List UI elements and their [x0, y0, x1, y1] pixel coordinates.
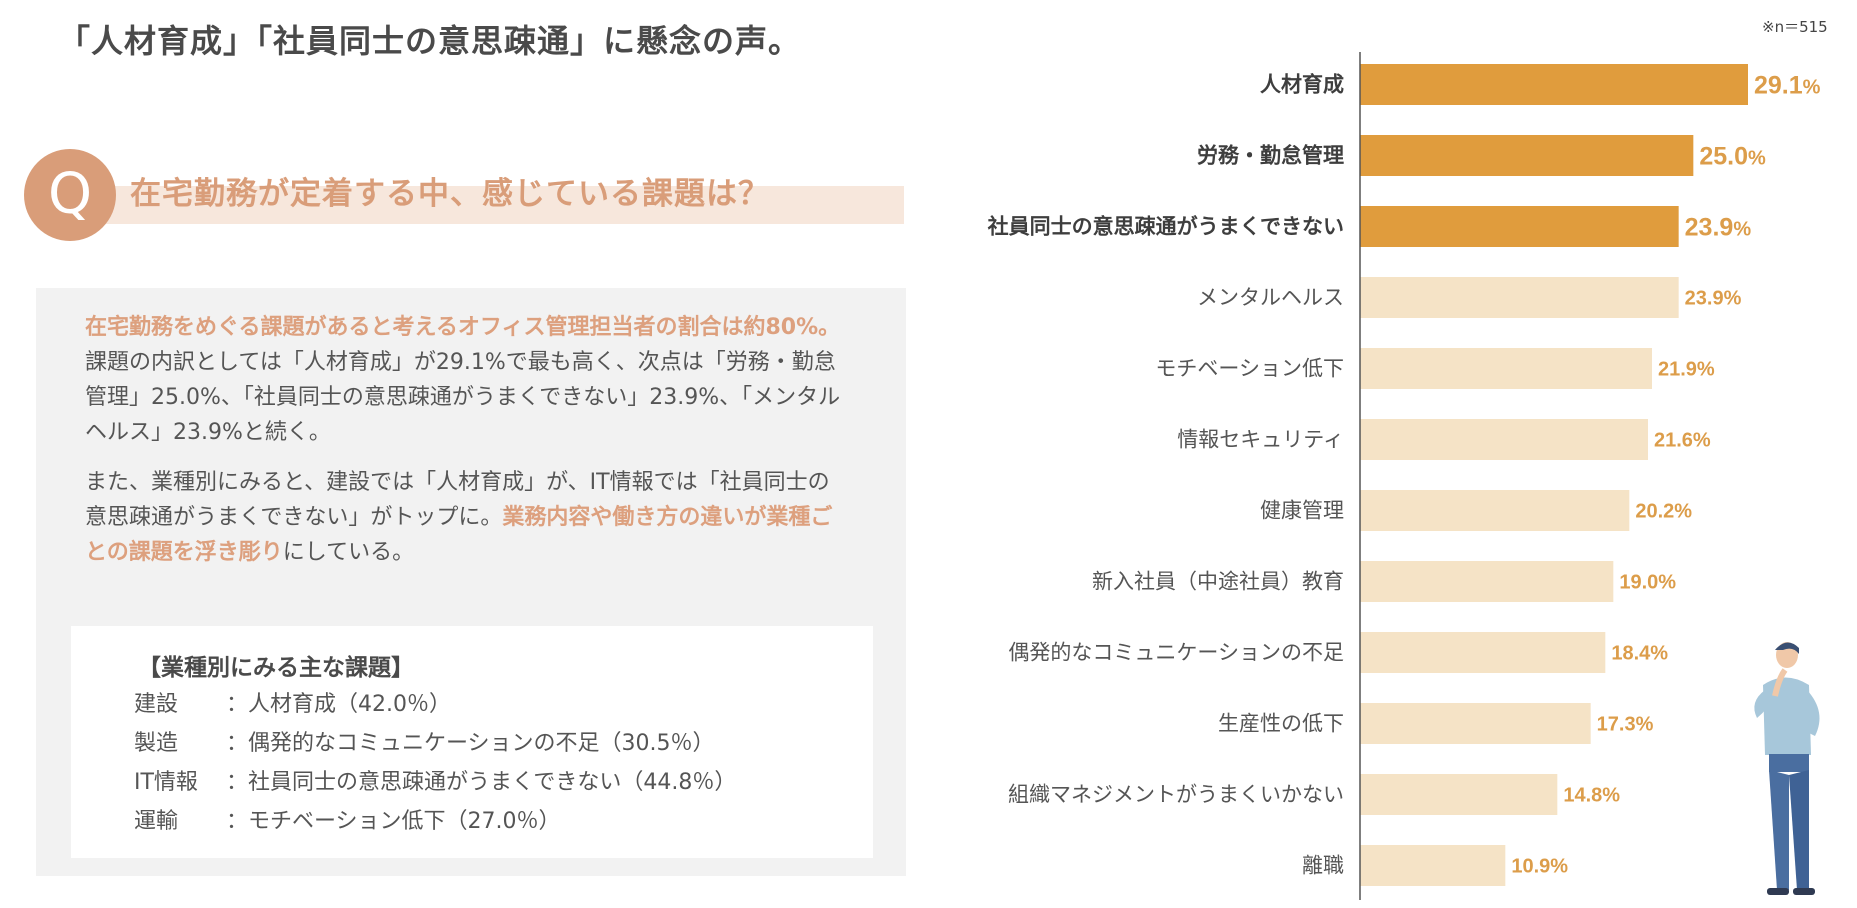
bar-value-label: 23.9% [1685, 288, 1742, 310]
industry-issue: ：偶発的なコミュニケーションの不足（30.5％） [226, 731, 715, 756]
bar-value-label: 20.2% [1635, 501, 1692, 523]
summary-paragraph-1: 在宅勤務をめぐる課題があると考えるオフィス管理担当者の割合は約80%。課題の内訳… [85, 310, 845, 450]
summary-text-2a: また、業種別にみると、建設では「人材育成」が、IT情報では「社員同士の意思疎通が… [85, 470, 830, 530]
bar [1360, 64, 1748, 105]
bar [1360, 348, 1652, 389]
industry-name: 製造 [134, 731, 179, 756]
industry-panel [71, 626, 873, 858]
bar-category-label: 新入社員（中途社員）教育 [1092, 570, 1344, 594]
bar [1360, 206, 1679, 247]
bar-value-label: 17.3% [1597, 714, 1654, 736]
question-text: 在宅勤務が定着する中、感じている課題は？ [130, 176, 770, 212]
industry-row: 製造 ：偶発的なコミュニケーションの不足（30.5％） [134, 725, 715, 757]
bar-category-label: 健康管理 [1260, 499, 1344, 523]
bar [1360, 774, 1558, 815]
bar-category-label: 労務・勤怠管理 [1197, 144, 1344, 168]
bar-category-label: 組織マネジメントがうまくいかない [1008, 783, 1344, 807]
industry-issue: ：人材育成（42.0％） [226, 692, 451, 717]
bar-category-label: 離職 [1302, 854, 1344, 878]
bar [1360, 490, 1630, 531]
industry-title: 【業種別にみる主な課題】 [138, 655, 414, 681]
industry-row: 運輸 ：モチベーション低下（27.0％） [134, 803, 561, 835]
bar [1360, 703, 1591, 744]
bar-value-label: 21.9% [1658, 359, 1715, 381]
bar [1360, 845, 1506, 886]
bar [1360, 419, 1648, 460]
bar-value-label: 14.8% [1563, 785, 1620, 807]
industry-name: 運輸 [134, 809, 179, 834]
question-band [100, 186, 904, 224]
industry-name: IT情報 [134, 770, 198, 795]
bar-value-label: 18.4% [1611, 643, 1668, 665]
summary-highlight-2: 業務内容や働き方の違いが業種ごとの課題を浮き彫り [85, 505, 833, 565]
bar-category-label: メンタルヘルス [1197, 286, 1344, 310]
industry-issue: ：社員同士の意思疎通がうまくできない（44.8％） [226, 770, 737, 795]
bar [1360, 135, 1694, 176]
industry-row: 建設 ：人材育成（42.0％） [134, 686, 451, 718]
bar [1360, 632, 1606, 673]
bar-category-label: モチベーション低下 [1155, 357, 1344, 381]
bar-value-label: 23.9% [1685, 214, 1752, 242]
thinking-person-icon [1754, 642, 1820, 895]
summary-text-2b: にしている。 [282, 540, 415, 565]
bar-category-label: 人材育成 [1260, 73, 1344, 97]
summary-highlight-1: 在宅勤務をめぐる課題があると考えるオフィス管理担当者の割合は約80%。 [85, 315, 841, 340]
summary-paragraph-2: また、業種別にみると、建設では「人材育成」が、IT情報では「社員同士の意思疎通が… [85, 465, 845, 570]
sample-size-note: ※n＝515 [1762, 18, 1828, 36]
bar-value-label: 19.0% [1619, 572, 1676, 594]
bar-category-label: 生産性の低下 [1218, 712, 1344, 736]
bar-category-label: 情報セキュリティ [1177, 428, 1344, 452]
bar-category-label: 偶発的なコミュニケーションの不足 [1008, 641, 1344, 665]
bar-value-label: 10.9% [1511, 856, 1568, 878]
bar [1360, 277, 1679, 318]
industry-name: 建設 [134, 692, 179, 717]
industry-issue: ：モチベーション低下（27.0％） [226, 809, 561, 834]
q-badge-letter: Q [47, 162, 93, 227]
industry-row: IT情報 ：社員同士の意思疎通がうまくできない（44.8％） [134, 764, 736, 796]
bar [1360, 561, 1614, 602]
bar-category-label: 社員同士の意思疎通がうまくできない [987, 215, 1344, 239]
page-headline: 「人材育成」「社員同士の意思疎通」に懸念の声。 [58, 22, 802, 60]
bar-value-label: 29.1% [1754, 72, 1821, 100]
q-badge-icon [24, 149, 116, 241]
bar-value-label: 21.6% [1654, 430, 1711, 452]
summary-text-1: 課題の内訳としては「人材育成」が29.1%で最も高く、次点は「労務・勤怠管理」2… [85, 350, 841, 445]
bar-value-label: 25.0% [1699, 143, 1766, 171]
